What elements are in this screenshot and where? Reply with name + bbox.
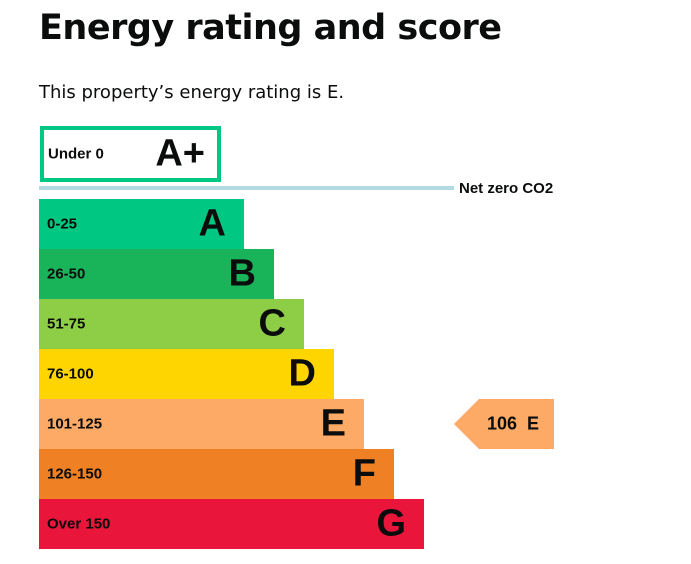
band-e: 101-125 E [39,399,364,449]
band-letter: E [320,402,346,445]
band-d: 76-100 D [39,349,334,399]
band-letter: F [352,452,376,495]
page-title: Energy rating and score [39,8,502,48]
band-range: 126-150 [47,465,103,483]
band-range: Under 0 [48,145,104,163]
band-range: 51-75 [47,315,86,333]
net-zero-line [39,186,454,190]
band-g: Over 150 G [39,499,424,549]
band-letter: D [288,352,316,395]
current-rating-label: 106 E [486,413,539,434]
band-letter: B [228,252,256,295]
band-range: Over 150 [47,515,111,533]
band-a: 0-25 A [39,199,244,249]
net-zero-label: Net zero CO2 [459,180,554,197]
band-letter: A+ [155,132,205,175]
band-c: 51-75 C [39,299,304,349]
band-range: 0-25 [47,215,78,233]
band-f: 126-150 F [39,449,394,499]
band-b: 26-50 B [39,249,274,299]
band-letter: G [376,502,406,545]
rating-summary: This property’s energy rating is E. [39,82,345,103]
current-rating-arrow: 106 E [454,399,554,449]
band-letter: C [258,302,286,345]
band-range: 76-100 [47,365,94,383]
band-range: 101-125 [47,415,103,433]
band-letter: A [198,202,226,245]
band-a-plus: Under 0 A+ [40,126,221,182]
band-range: 26-50 [47,265,86,283]
